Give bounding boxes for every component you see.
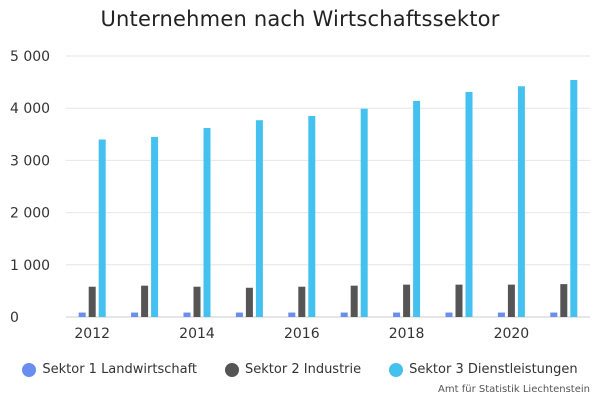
legend-label: Sektor 1 Landwirtschaft — [42, 362, 198, 377]
legend-swatch — [22, 362, 37, 377]
legend-label: Sektor 3 Dienstleistungen — [409, 362, 578, 377]
y-tick-label: 5 000 — [10, 49, 50, 65]
bar-3-2019 — [465, 92, 473, 317]
bar-2-2015 — [245, 287, 253, 317]
y-tick-label: 0 — [10, 310, 19, 326]
bar-1-2012 — [78, 312, 86, 317]
bar-3-2020 — [517, 86, 525, 317]
x-tick-label: 2020 — [494, 326, 530, 342]
source-credit: Amt für Statistik Liechtenstein — [438, 384, 590, 395]
bar-3-2017 — [360, 108, 368, 317]
bar-1-2014 — [183, 312, 191, 317]
bar-1-2016 — [288, 312, 296, 317]
x-tick-label: 2014 — [179, 326, 215, 342]
y-tick-label: 3 000 — [10, 153, 50, 169]
bar-2-2018 — [403, 284, 411, 317]
chart-title: Unternehmen nach Wirtschaftssektor — [100, 7, 500, 31]
bar-3-2021 — [570, 80, 578, 318]
bar-3-2016 — [308, 116, 316, 317]
legend-item-sektor-1[interactable]: Sektor 1 Landwirtschaft — [22, 362, 197, 377]
x-axis-tick-labels: 2012 2014 2016 2018 2020 — [74, 326, 529, 342]
y-axis-tick-labels: 0 1 000 2 000 3 000 4 000 5 000 — [10, 49, 50, 326]
y-tick-label: 4 000 — [10, 101, 50, 117]
bar-2-2021 — [560, 284, 568, 317]
bar-3-2012 — [98, 139, 106, 317]
bar-2-2016 — [298, 286, 306, 317]
bar-1-2019 — [445, 312, 453, 317]
bar-1-2015 — [235, 312, 243, 317]
bar-2-2020 — [507, 284, 515, 317]
bar-1-2021 — [550, 312, 558, 317]
y-tick-label: 1 000 — [10, 258, 50, 274]
bar-1-2017 — [340, 312, 348, 317]
bar-3-2018 — [413, 100, 421, 317]
bar-3-2015 — [255, 120, 263, 318]
bar-3-2014 — [203, 128, 211, 317]
bar-2-2012 — [88, 286, 96, 317]
legend-label: Sektor 2 Industrie — [245, 362, 362, 377]
bar-3-2013 — [151, 136, 159, 317]
x-tick-label: 2016 — [284, 326, 320, 342]
bar-2-2014 — [193, 286, 201, 317]
legend-item-sektor-2[interactable]: Sektor 2 Industrie — [225, 362, 361, 377]
bar-2-2013 — [141, 285, 149, 317]
bar-1-2018 — [393, 312, 401, 317]
bar-1-2020 — [497, 312, 505, 317]
bar-1-2013 — [131, 312, 139, 317]
x-tick-label: 2012 — [74, 326, 110, 342]
legend-swatch — [389, 362, 404, 377]
legend-swatch — [225, 362, 240, 377]
x-tick-label: 2018 — [389, 326, 425, 342]
legend: Sektor 1 Landwirtschaft Sektor 2 Industri… — [0, 362, 600, 377]
legend-item-sektor-3[interactable]: Sektor 3 Dienstleistungen — [389, 362, 578, 377]
bar-2-2017 — [350, 285, 358, 317]
grid-lines — [66, 55, 590, 318]
bars — [78, 80, 578, 318]
y-tick-label: 2 000 — [10, 206, 50, 222]
bar-2-2019 — [455, 284, 463, 317]
